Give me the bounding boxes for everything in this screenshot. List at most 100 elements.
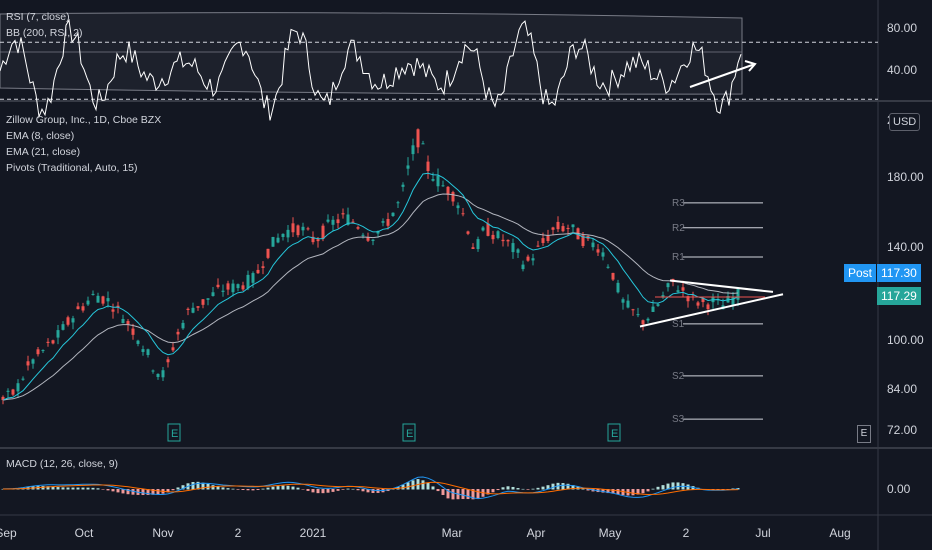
candle-body (391, 212, 395, 217)
candle-body (186, 308, 190, 310)
pivot-label-s3: S3 (672, 414, 685, 425)
macd-histogram-bar (516, 488, 520, 490)
macd-histogram-bar (201, 482, 205, 490)
macd-histogram-bar (126, 489, 130, 495)
candle-body (1, 396, 5, 401)
candle-body (486, 223, 490, 236)
candle-body (706, 304, 710, 310)
macd-histogram-bar (116, 489, 120, 493)
time-tick-label: Nov (152, 526, 173, 540)
candle-body (266, 248, 270, 258)
candle-body (571, 224, 575, 228)
candle-body (226, 283, 230, 290)
macd-histogram-bar (81, 487, 85, 490)
candle-body (656, 304, 660, 306)
candle-body (381, 221, 385, 223)
price-tick-label: 84.00 (887, 382, 917, 396)
macd-histogram-bar (271, 486, 275, 490)
candle-body (81, 306, 85, 311)
candle-body (96, 295, 100, 303)
macd-histogram-bar (401, 484, 405, 490)
candle-body (536, 245, 540, 247)
candle-body (591, 242, 595, 248)
candle-body (526, 256, 530, 261)
candle-body (246, 274, 250, 289)
macd-histogram-bar (51, 486, 55, 490)
candle-body (51, 340, 55, 344)
candle-body (151, 370, 155, 372)
candle-body (496, 231, 500, 239)
candle-body (501, 239, 505, 242)
candle-body (276, 237, 280, 243)
macd-histogram-bar (526, 489, 530, 490)
macd-histogram-bar (331, 489, 335, 492)
candle-body (736, 289, 740, 300)
macd-histogram-bar (191, 482, 195, 490)
macd-histogram-bar (241, 489, 245, 491)
macd-histogram-bar (41, 486, 45, 490)
candle-body (461, 213, 465, 215)
candle-body (181, 322, 185, 329)
candle-body (466, 231, 470, 234)
rsi-bb-band (0, 12, 743, 95)
macd-histogram-bar (341, 489, 345, 490)
price-tick-label: 180.00 (887, 170, 924, 184)
main-legend: Zillow Group, Inc., 1D, Cboe BZX EMA (8,… (6, 112, 161, 176)
macd-histogram-bar (446, 489, 450, 499)
macd-histogram-bar (581, 488, 585, 490)
candle-body (646, 318, 650, 321)
candle-body (331, 219, 335, 225)
candle-body (511, 243, 515, 253)
candle-body (256, 269, 260, 274)
currency-button[interactable]: USD (889, 113, 921, 131)
earnings-marker-label: E (171, 428, 178, 440)
candle-body (471, 247, 475, 250)
macd-histogram-bar (281, 485, 285, 490)
macd-histogram-bar (486, 489, 490, 495)
macd-histogram-bar (451, 489, 455, 500)
earnings-toggle-icon[interactable]: E (857, 425, 871, 443)
macd-histogram-bar (586, 489, 590, 491)
candle-body (581, 235, 585, 246)
time-tick-label: Oct (75, 526, 94, 540)
ema8-legend: EMA (8, close) (6, 130, 75, 142)
candle-body (516, 249, 520, 253)
macd-tick-label: 0.00 (887, 482, 911, 496)
macd-histogram-bar (151, 489, 155, 495)
macd-histogram-bar (316, 489, 320, 494)
pivot-label-r2: R2 (672, 223, 685, 234)
candle-body (166, 359, 170, 363)
candle-body (261, 266, 265, 268)
macd-signal-line (3, 481, 739, 496)
candle-body (456, 205, 460, 209)
candle-body (31, 359, 35, 364)
post-price-tag: 117.30 (877, 264, 921, 282)
candle-body (6, 390, 10, 392)
candle-body (86, 300, 90, 305)
macd-histogram-bar (471, 489, 475, 500)
candle-body (531, 258, 535, 261)
candle-body (126, 321, 130, 325)
time-tick-label: 2 (683, 526, 690, 540)
candle-body (286, 229, 290, 238)
candle-body (621, 299, 625, 303)
candle-body (91, 293, 95, 295)
candle-body (196, 306, 200, 308)
macd-histogram-bar (496, 489, 500, 491)
macd-histogram-bar (436, 489, 440, 492)
candle-body (351, 221, 355, 223)
candle-body (366, 237, 370, 241)
macd-line (2, 476, 739, 500)
rsi-legend-rsi: RSI (7, close) (6, 11, 70, 23)
macd-histogram-bar (291, 486, 295, 490)
macd-histogram-bar (561, 483, 565, 490)
candle-body (141, 349, 145, 352)
macd-histogram-bar (61, 487, 65, 490)
candle-body (616, 282, 620, 293)
candle-body (596, 249, 600, 253)
macd-histogram-bar (256, 489, 260, 491)
candle-body (566, 227, 570, 230)
macd-histogram-bar (261, 488, 265, 490)
candle-body (321, 225, 325, 239)
